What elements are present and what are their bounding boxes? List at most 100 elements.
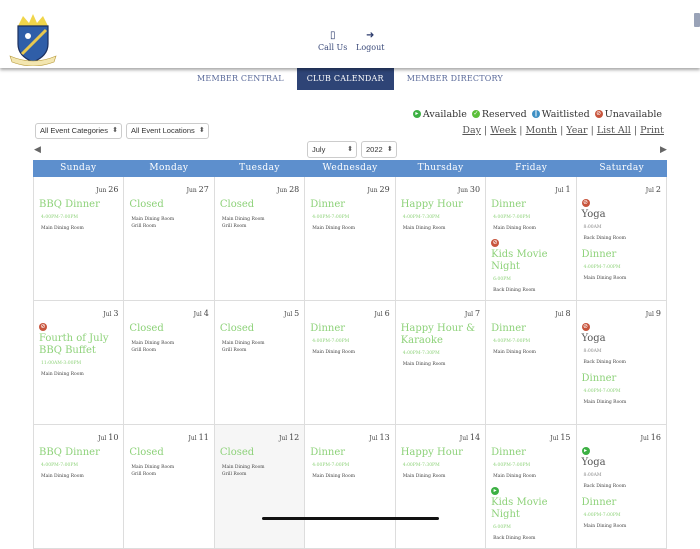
calendar-event[interactable]: Closed Main Dining Room Grill Room xyxy=(220,323,299,354)
legend-label: Waitlisted xyxy=(541,109,590,120)
event-title[interactable]: Yoga xyxy=(581,457,606,468)
calendar-event[interactable]: ⊘ Kids Movie Night 6:00PM Back Dining Room xyxy=(491,239,570,294)
event-title[interactable]: Dinner xyxy=(491,323,526,334)
calendar-event[interactable]: Dinner 4:00PM-7:00PM Main Dining Room xyxy=(491,447,570,480)
event-title[interactable]: BBQ Dinner xyxy=(39,447,100,458)
club-logo[interactable] xyxy=(6,12,60,66)
prev-month-arrow-icon[interactable]: ◀ xyxy=(34,145,41,155)
view-link-month[interactable]: Month xyxy=(525,125,558,136)
event-title[interactable]: Dinner xyxy=(310,199,346,210)
calendar-event[interactable]: Dinner 4:00PM-7:00PM Main Dining Room xyxy=(582,373,661,406)
calendar-event[interactable]: BBQ Dinner 4:00PM-7:00PM Main Dining Room xyxy=(39,447,118,480)
category-select[interactable]: All Event Categories ⬍ xyxy=(35,123,122,139)
logout-button[interactable]: ➜ Logout xyxy=(356,30,384,52)
view-link-year[interactable]: Year xyxy=(566,125,588,136)
event-title[interactable]: Happy Hour & Karaoke xyxy=(400,323,476,346)
event-title[interactable]: Dinner xyxy=(491,447,526,458)
day-cell[interactable]: Jul 9 ⊘ Yoga 8:00AM Back Dining Room Dinner 4:… xyxy=(575,301,667,424)
day-cell[interactable]: Jul 5 Closed Main Dining Room Grill Room xyxy=(213,301,304,424)
day-cell[interactable]: Jun 27 Closed Main Dining Room Grill Room xyxy=(123,177,213,300)
next-month-arrow-icon[interactable]: ▶ xyxy=(660,145,667,155)
day-cell[interactable]: Jul 15 Dinner 4:00PM-7:00PM Main Dining Roo… xyxy=(485,425,575,548)
day-cell[interactable]: Jul 8 Dinner 4:00PM-7:00PM Main Dining Room xyxy=(485,301,575,424)
event-title[interactable]: Dinner xyxy=(310,323,346,334)
calendar-event[interactable]: ▸ Yoga 8:00AM Back Dining Room xyxy=(581,447,661,490)
home-indicator[interactable] xyxy=(262,517,439,520)
day-cell[interactable]: Jul 7 Happy Hour & Karaoke 4:00PM-7:30PM Ma… xyxy=(394,301,485,424)
month-select[interactable]: July ⬍ xyxy=(307,141,357,158)
event-title[interactable]: Dinner xyxy=(310,447,346,458)
day-cell[interactable]: Jul 12 Closed Main Dining Room Grill Room xyxy=(213,425,305,548)
day-cell[interactable]: Jun 28 Closed Main Dining Room Grill Room xyxy=(213,177,304,300)
event-title[interactable]: Closed xyxy=(219,447,255,458)
calendar-event[interactable]: ⊘ Fourth of July BBQ Buffet 11:00AM-3:00PM… xyxy=(39,323,118,378)
day-cell[interactable]: Jul 3 ⊘ Fourth of July BBQ Buffet 11:00AM-3… xyxy=(33,301,123,424)
day-date: 8 xyxy=(565,309,571,318)
tab-member-directory[interactable]: MEMBER DIRECTORY xyxy=(406,74,503,83)
calendar-event[interactable]: Dinner 4:00PM-7:00PM Main Dining Room xyxy=(310,199,389,232)
event-title[interactable]: Dinner xyxy=(491,199,526,210)
event-time: 8:00AM xyxy=(583,225,602,230)
event-title[interactable]: Closed xyxy=(219,199,255,210)
day-cell[interactable]: Jul 4 Closed Main Dining Room Grill Room xyxy=(123,301,213,424)
day-date: 3 xyxy=(113,309,119,318)
day-cell[interactable]: Jul 14 Happy Hour 4:00PM-7:30PM Main Dining… xyxy=(394,425,485,548)
calendar-event[interactable]: ▸ Kids Movie Night 6:00PM Back Dining Room xyxy=(491,487,570,542)
event-title[interactable]: Fourth of July BBQ Buffet xyxy=(39,333,109,356)
calendar-event[interactable]: Dinner 4:00PM-7:00PM Main Dining Room xyxy=(310,323,389,356)
calendar-event[interactable]: Closed Main Dining Room Grill Room xyxy=(220,199,299,230)
day-cell[interactable]: Jun 26 BBQ Dinner 4:00PM-7:00PM Main Dining… xyxy=(33,177,123,300)
day-cell[interactable]: Jul 16 ▸ Yoga 8:00AM Back Dining Room Dinner 4… xyxy=(575,425,667,548)
event-title[interactable]: Kids Movie Night xyxy=(491,497,548,520)
view-link-day[interactable]: Day xyxy=(462,125,482,136)
calendar-event[interactable]: Happy Hour 4:00PM-7:30PM Main Dining Room xyxy=(401,447,480,480)
event-title[interactable]: Closed xyxy=(129,323,164,334)
view-link-week[interactable]: Week xyxy=(490,125,517,136)
side-panel-tab[interactable] xyxy=(694,13,700,27)
event-title[interactable]: Closed xyxy=(129,199,164,210)
calendar-event[interactable]: Dinner 4:00PM-7:00PM Main Dining Room xyxy=(491,199,570,232)
tab-member-central[interactable]: MEMBER CENTRAL xyxy=(197,74,284,83)
event-title[interactable]: Kids Movie Night xyxy=(491,249,548,272)
day-number: Jul 7 xyxy=(465,309,480,318)
day-cell[interactable]: Jul 2 ⊘ Yoga 8:00AM Back Dining Room Dinner 4:… xyxy=(575,177,667,300)
calendar-event[interactable]: ⊘ Yoga 8:00AM Back Dining Room xyxy=(581,199,661,242)
calendar-event[interactable]: Dinner 4:00PM-7:00PM Main Dining Room xyxy=(582,497,661,530)
event-title[interactable]: Happy Hour xyxy=(400,447,463,458)
event-title[interactable]: Dinner xyxy=(581,249,617,260)
event-title[interactable]: Yoga xyxy=(581,333,606,344)
location-select[interactable]: All Event Locations ⬍ xyxy=(125,123,209,139)
day-cell[interactable]: Jul 6 Dinner 4:00PM-7:00PM Main Dining Room xyxy=(304,301,394,424)
calendar-event[interactable]: Dinner 4:00PM-7:00PM Main Dining Room xyxy=(582,249,661,282)
day-cell[interactable]: Jul 11 Closed Main Dining Room Grill Room xyxy=(123,425,213,548)
day-cell[interactable]: Jul 1 Dinner 4:00PM-7:00PM Main Dining Room… xyxy=(485,177,575,300)
tab-club-calendar[interactable]: CLUB CALENDAR xyxy=(296,68,394,90)
calendar-event[interactable]: Closed Main Dining Room Grill Room xyxy=(220,447,299,478)
day-cell[interactable]: Jul 10 BBQ Dinner 4:00PM-7:00PM Main Dining… xyxy=(33,425,123,548)
calendar-event[interactable]: Happy Hour & Karaoke 4:00PM-7:30PM Main Di… xyxy=(401,323,480,368)
call-us-button[interactable]: ▯ Call Us xyxy=(318,30,347,52)
calendar-event[interactable]: BBQ Dinner 4:00PM-7:00PM Main Dining Room xyxy=(39,199,118,232)
day-month: Jul xyxy=(464,311,474,318)
calendar-event[interactable]: ⊘ Yoga 8:00AM Back Dining Room xyxy=(581,323,661,366)
calendar-event[interactable]: Happy Hour 4:00PM-7:30PM Main Dining Room xyxy=(401,199,480,232)
calendar-event[interactable]: Dinner 4:00PM-7:00PM Main Dining Room xyxy=(310,447,389,480)
calendar-event[interactable]: Dinner 4:00PM-7:00PM Main Dining Room xyxy=(491,323,570,356)
event-title[interactable]: BBQ Dinner xyxy=(39,199,100,210)
calendar-event[interactable]: Closed Main Dining Room Grill Room xyxy=(129,323,208,354)
event-title[interactable]: Closed xyxy=(219,323,255,334)
event-title[interactable]: Yoga xyxy=(581,209,606,220)
event-location: Main Dining Room xyxy=(41,372,84,377)
year-select[interactable]: 2022 ⬍ xyxy=(361,141,397,158)
day-cell[interactable]: Jun 29 Dinner 4:00PM-7:00PM Main Dining Roo… xyxy=(304,177,394,300)
event-title[interactable]: Closed xyxy=(129,447,164,458)
view-link-print[interactable]: Print xyxy=(640,125,664,136)
calendar-event[interactable]: Closed Main Dining Room Grill Room xyxy=(129,199,208,230)
calendar-event[interactable]: Closed Main Dining Room Grill Room xyxy=(129,447,208,478)
view-link-list-all[interactable]: List All xyxy=(596,125,631,136)
day-cell[interactable]: Jul 13 Dinner 4:00PM-7:00PM Main Dining Roo… xyxy=(304,425,394,548)
event-title[interactable]: Dinner xyxy=(581,373,617,384)
event-title[interactable]: Happy Hour xyxy=(400,199,463,210)
event-title[interactable]: Dinner xyxy=(581,497,617,508)
day-cell[interactable]: Jun 30 Happy Hour 4:00PM-7:30PM Main Dining… xyxy=(394,177,485,300)
